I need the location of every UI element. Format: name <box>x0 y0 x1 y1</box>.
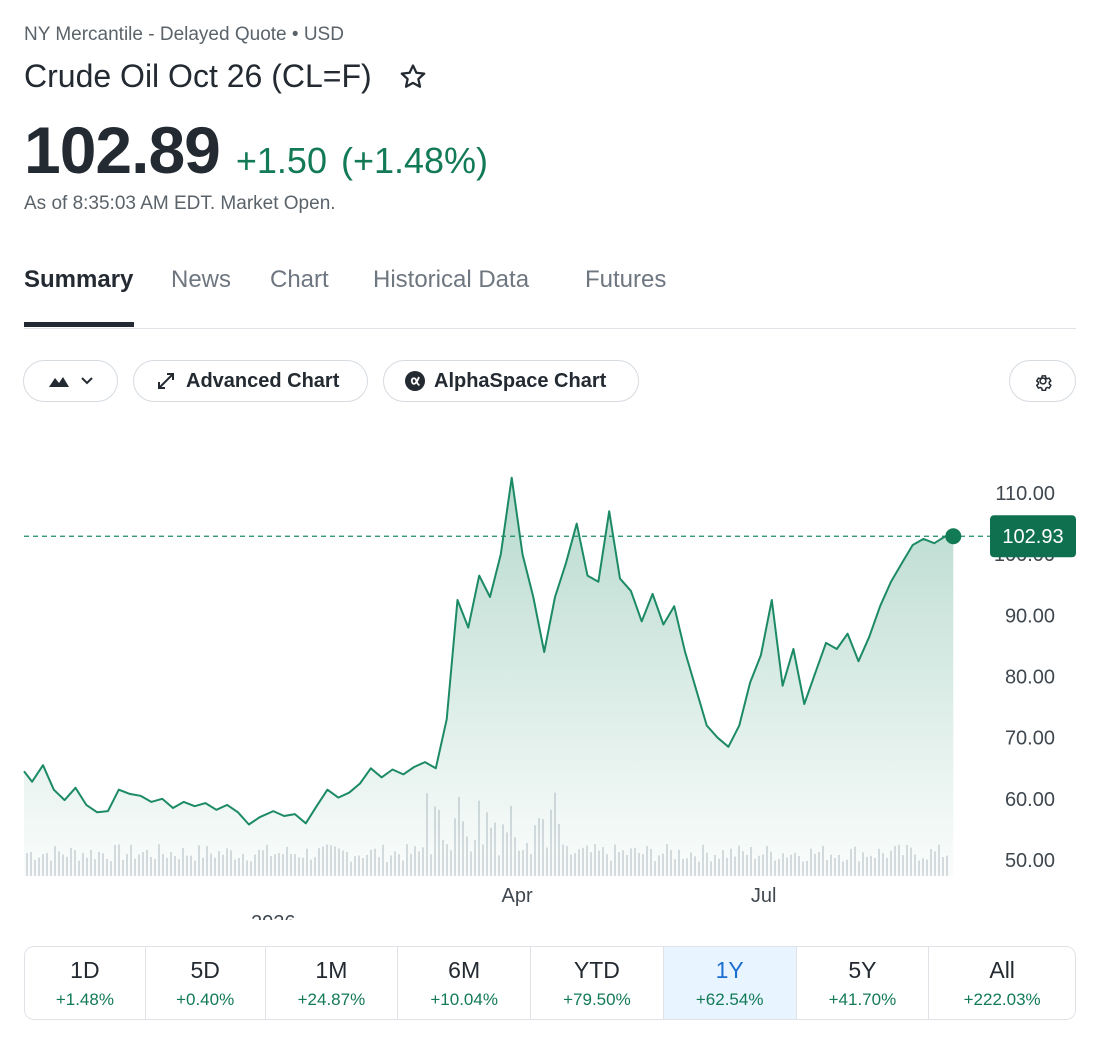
tab-summary[interactable]: Summary <box>24 266 134 293</box>
period-change: +0.40% <box>176 989 235 1009</box>
price-change-percent: (+1.48%) <box>340 140 489 181</box>
y-tick-label: 110.00 <box>995 483 1055 505</box>
mountain-chart-icon <box>48 377 69 387</box>
period-change: +79.50% <box>563 989 631 1009</box>
y-tick-label: 60.00 <box>1005 789 1055 811</box>
tab-chart[interactable]: Chart <box>270 266 329 293</box>
x-tick-label: 2026 <box>251 912 296 920</box>
price-change: +1.50 <box>235 140 327 181</box>
star-icon[interactable] <box>398 62 428 92</box>
period-label: 6M <box>448 956 481 983</box>
current-price-tag-label: 102.93 <box>1002 526 1063 548</box>
period-all[interactable]: All +222.03% <box>929 947 1075 1019</box>
y-tick-label: 70.00 <box>1005 728 1055 750</box>
y-tick-label: 50.00 <box>1005 850 1055 872</box>
period-change: +10.04% <box>430 989 498 1009</box>
advanced-chart-button[interactable]: Advanced Chart <box>133 360 368 402</box>
x-axis: Apr Jul 2026 <box>251 885 776 920</box>
period-1y[interactable]: 1Y +62.54% <box>663 947 797 1019</box>
tab-historical-data[interactable]: Historical Data <box>373 266 530 293</box>
period-1m[interactable]: 1M +24.87% <box>266 947 399 1019</box>
period-change: +41.70% <box>828 989 897 1009</box>
period-change: +222.03% <box>963 989 1041 1009</box>
x-tick-label: Apr <box>502 885 533 907</box>
period-change: +62.54% <box>695 989 764 1009</box>
period-label: 1Y <box>715 956 744 983</box>
period-5d[interactable]: 5D +0.40% <box>146 947 266 1019</box>
period-selector: 1D +1.48% 5D +0.40% 1M +24.87% 6M +10.04… <box>24 946 1076 1020</box>
period-label: YTD <box>573 956 620 983</box>
price-line <box>23 476 954 826</box>
advanced-chart-label: Advanced Chart <box>186 369 340 392</box>
title-row: Crude Oil Oct 26 (CL=F) <box>24 58 428 95</box>
period-ytd[interactable]: YTD +79.50% <box>531 947 664 1019</box>
period-label: All <box>989 956 1015 983</box>
chevron-down-icon <box>80 377 93 385</box>
current-price-dot <box>945 528 962 545</box>
current-price-tag: 102.93 <box>990 515 1076 558</box>
tab-futures[interactable]: Futures <box>585 266 667 293</box>
exchange-line: NY Mercantile - Delayed Quote • USD <box>24 24 344 45</box>
period-label: 1D <box>70 956 100 983</box>
alphaspace-chart-label: AlphaSpace Chart <box>434 369 607 392</box>
tab-news[interactable]: News <box>171 266 232 293</box>
current-price: 102.89 <box>24 113 221 187</box>
period-change: +24.87% <box>297 989 366 1009</box>
period-1d[interactable]: 1D +1.48% <box>25 947 146 1019</box>
period-label: 5D <box>190 956 220 983</box>
y-tick-label: 80.00 <box>1005 667 1055 689</box>
price-row: 102.89 +1.50 (+1.48%) <box>24 112 488 188</box>
chart-type-button[interactable] <box>23 360 118 402</box>
settings-button[interactable] <box>1009 360 1076 402</box>
period-5y[interactable]: 5Y +41.70% <box>797 947 930 1019</box>
period-6m[interactable]: 6M +10.04% <box>398 947 532 1019</box>
x-tick-label: Jul <box>751 885 777 907</box>
y-tick-label: 90.00 <box>1005 605 1055 627</box>
period-change: +1.48% <box>55 989 114 1009</box>
period-label: 5Y <box>848 956 877 983</box>
period-label: 1M <box>315 956 348 983</box>
as-of-timestamp: As of 8:35:03 AM EDT. Market Open. <box>24 193 336 214</box>
gear-icon <box>1035 375 1052 391</box>
active-tab-indicator <box>24 322 134 327</box>
tab-bar: Summary News Chart Historical Data Futur… <box>24 258 1076 329</box>
alphaspace-chart-button[interactable]: AlphaSpace Chart <box>383 360 639 402</box>
current-price-tag-bg <box>990 515 1076 558</box>
page-title: Crude Oil Oct 26 (CL=F) <box>24 58 372 94</box>
expand-arrows-icon <box>158 373 174 389</box>
price-area <box>24 477 954 876</box>
alphaspace-logo-icon <box>405 371 425 391</box>
